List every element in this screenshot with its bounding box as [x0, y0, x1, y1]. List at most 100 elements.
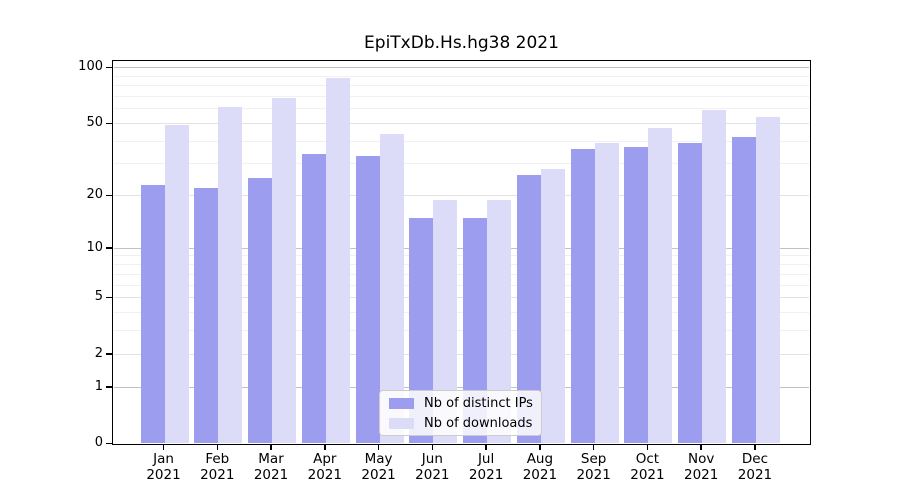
x-tick-month: Nov: [688, 451, 715, 467]
x-tick-month: Dec: [741, 451, 769, 467]
bar-distinct-ips-oct: [624, 147, 649, 444]
bar-downloads-sep: [594, 143, 619, 444]
x-tick-label: Apr 2021: [290, 451, 360, 483]
bar-distinct-ips-mar: [248, 178, 273, 444]
x-tick-month: May: [364, 451, 393, 467]
x-tick-mark: [216, 444, 219, 450]
minor-gridline: [114, 108, 809, 110]
x-tick-label: Jul 2021: [451, 451, 521, 483]
y-tick-label: 0: [94, 435, 103, 450]
y-tick-label: 50: [86, 114, 103, 130]
y-tick-mark: [106, 66, 112, 69]
y-tick-label: 100: [78, 59, 103, 75]
bar-downloads-feb: [218, 107, 243, 444]
y-tick-mark: [106, 353, 112, 355]
bar-distinct-ips-nov: [678, 143, 703, 444]
x-tick-year: 2021: [468, 467, 504, 483]
chart-title: EpiTxDb.Hs.hg38 2021: [364, 33, 559, 53]
x-tick-label: Nov 2021: [666, 451, 736, 483]
bar-distinct-ips-may: [355, 156, 380, 444]
x-tick-month: Jan: [153, 451, 174, 467]
x-tick-label: Jan 2021: [129, 451, 199, 483]
minor-gridline: [114, 284, 809, 286]
legend-swatch-downloads: [389, 417, 414, 429]
y-tick-mark: [106, 296, 112, 299]
major-gridline: [114, 247, 809, 249]
x-tick-label: Sep 2021: [559, 451, 629, 483]
bar-distinct-ips-jan: [140, 184, 165, 444]
y-tick-label: 20: [86, 187, 103, 203]
x-tick-year: 2021: [200, 467, 235, 483]
legend: Nb of distinct IPs Nb of downloads: [379, 390, 542, 436]
x-tick-year: 2021: [522, 467, 558, 483]
x-tick-year: 2021: [737, 467, 773, 483]
x-tick-label: Dec 2021: [720, 451, 790, 483]
y-tick-mark: [106, 122, 112, 125]
x-tick-label: May 2021: [344, 451, 414, 483]
bar-downloads-jan: [164, 124, 189, 444]
x-tick-label: Aug 2021: [505, 451, 575, 483]
x-tick-label: Jun 2021: [397, 451, 467, 483]
bar-downloads-aug: [540, 169, 565, 444]
x-tick-year: 2021: [684, 467, 719, 483]
y-tick-label: 10: [86, 239, 103, 255]
bar-downloads-apr: [325, 77, 350, 444]
minor-gridline: [114, 273, 809, 275]
x-tick-year: 2021: [415, 467, 450, 483]
bar-downloads-nov: [702, 110, 727, 444]
legend-label-downloads: Nb of downloads: [424, 415, 533, 431]
x-tick-mark: [754, 444, 756, 450]
x-tick-mark: [324, 444, 326, 450]
x-tick-year: 2021: [361, 467, 396, 483]
y-tick-label: 5: [94, 289, 103, 305]
legend-swatch-distinct-ips: [389, 397, 414, 409]
legend-label-distinct-ips: Nb of distinct IPs: [424, 395, 533, 411]
x-tick-mark: [162, 444, 165, 450]
x-tick-mark: [485, 444, 487, 450]
x-tick-month: Jun: [421, 451, 443, 467]
x-tick-month: Aug: [526, 451, 554, 467]
minor-gridline: [114, 255, 809, 257]
minor-gridline: [114, 330, 809, 332]
x-tick-month: Sep: [580, 451, 607, 467]
x-tick-year: 2021: [576, 467, 611, 483]
x-tick-mark: [592, 444, 595, 450]
minor-gridline: [114, 264, 809, 266]
plot-area: [112, 60, 811, 445]
x-tick-month: Feb: [205, 451, 230, 467]
x-tick-year: 2021: [307, 467, 342, 483]
bar-downloads-mar: [272, 97, 297, 444]
major-gridline: [114, 122, 809, 124]
x-tick-mark: [377, 444, 380, 450]
y-tick-label: 1: [94, 378, 103, 394]
minor-gridline: [114, 75, 809, 77]
x-tick-year: 2021: [630, 467, 665, 483]
x-tick-month: Apr: [313, 451, 337, 467]
y-tick-mark: [106, 386, 112, 388]
y-tick-mark: [106, 194, 112, 197]
minor-gridline: [114, 311, 809, 313]
x-tick-label: Mar 2021: [236, 451, 306, 483]
major-gridline: [114, 353, 809, 355]
minor-gridline: [114, 163, 809, 165]
major-gridline: [114, 67, 809, 69]
x-tick-month: Jul: [477, 451, 495, 467]
x-tick-label: Oct 2021: [612, 451, 682, 483]
bar-distinct-ips-dec: [731, 137, 756, 444]
major-gridline: [114, 195, 809, 197]
x-tick-mark: [270, 444, 272, 450]
x-tick-year: 2021: [146, 467, 181, 483]
major-gridline: [114, 386, 809, 388]
x-tick-mark: [539, 444, 541, 450]
x-tick-month: Mar: [258, 451, 284, 467]
bar-downloads-dec: [755, 117, 780, 444]
minor-gridline: [114, 140, 809, 142]
minor-gridline: [114, 95, 809, 97]
y-tick-label: 2: [94, 345, 103, 361]
major-gridline: [114, 297, 809, 299]
x-tick-label: Feb 2021: [182, 451, 252, 483]
x-tick-year: 2021: [253, 467, 289, 483]
x-tick-month: Oct: [635, 451, 660, 467]
bar-distinct-ips-apr: [301, 153, 326, 444]
